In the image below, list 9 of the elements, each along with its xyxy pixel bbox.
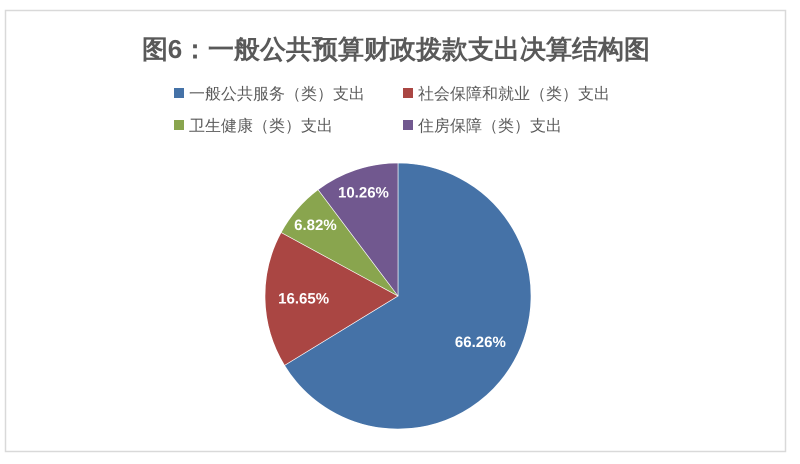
data-label: 66.26% (454, 334, 506, 352)
legend-label: 社会保障和就业（类）支出 (418, 85, 610, 103)
legend-label: 一般公共服务（类）支出 (189, 85, 365, 103)
data-label: 16.65% (278, 290, 330, 308)
data-label: 10.26% (338, 184, 389, 202)
data-label: 6.82% (294, 216, 337, 234)
chart-title: 图6：一般公共预算财政拨款支出决算结构图 (142, 34, 650, 64)
legend-label: 卫生健康（类）支出 (189, 117, 333, 135)
legend-label: 住房保障（类）支出 (417, 117, 562, 135)
